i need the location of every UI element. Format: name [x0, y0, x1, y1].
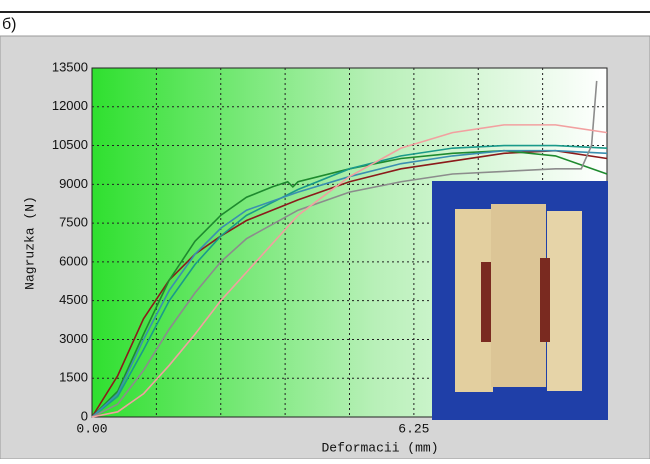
y-axis-label: Nagruzka (N): [22, 196, 37, 290]
x-tick-label: 6.25: [398, 421, 429, 436]
y-tick-label: 12000: [52, 98, 88, 113]
x-tick-label: 0.00: [76, 421, 107, 436]
y-tick-label: 13500: [52, 59, 88, 74]
connector: [481, 262, 491, 342]
wood-block: [491, 204, 546, 387]
y-tick-label: 9000: [59, 176, 88, 191]
x-axis-label: Deformacii (mm): [321, 440, 438, 455]
connector: [540, 258, 550, 342]
y-tick-label: 1500: [59, 370, 88, 385]
chart: б) Deformacii (mm) Nagruzka (N) 01500300…: [0, 0, 650, 459]
y-tick-label: 10500: [52, 137, 88, 152]
y-tick-label: 3000: [59, 331, 88, 346]
y-tick-label: 4500: [59, 292, 88, 307]
y-tick-label: 7500: [59, 215, 88, 230]
panel-label: б): [2, 16, 17, 33]
y-tick-label: 6000: [59, 253, 88, 268]
wood-block: [547, 211, 582, 391]
photo-inset: [432, 181, 608, 420]
